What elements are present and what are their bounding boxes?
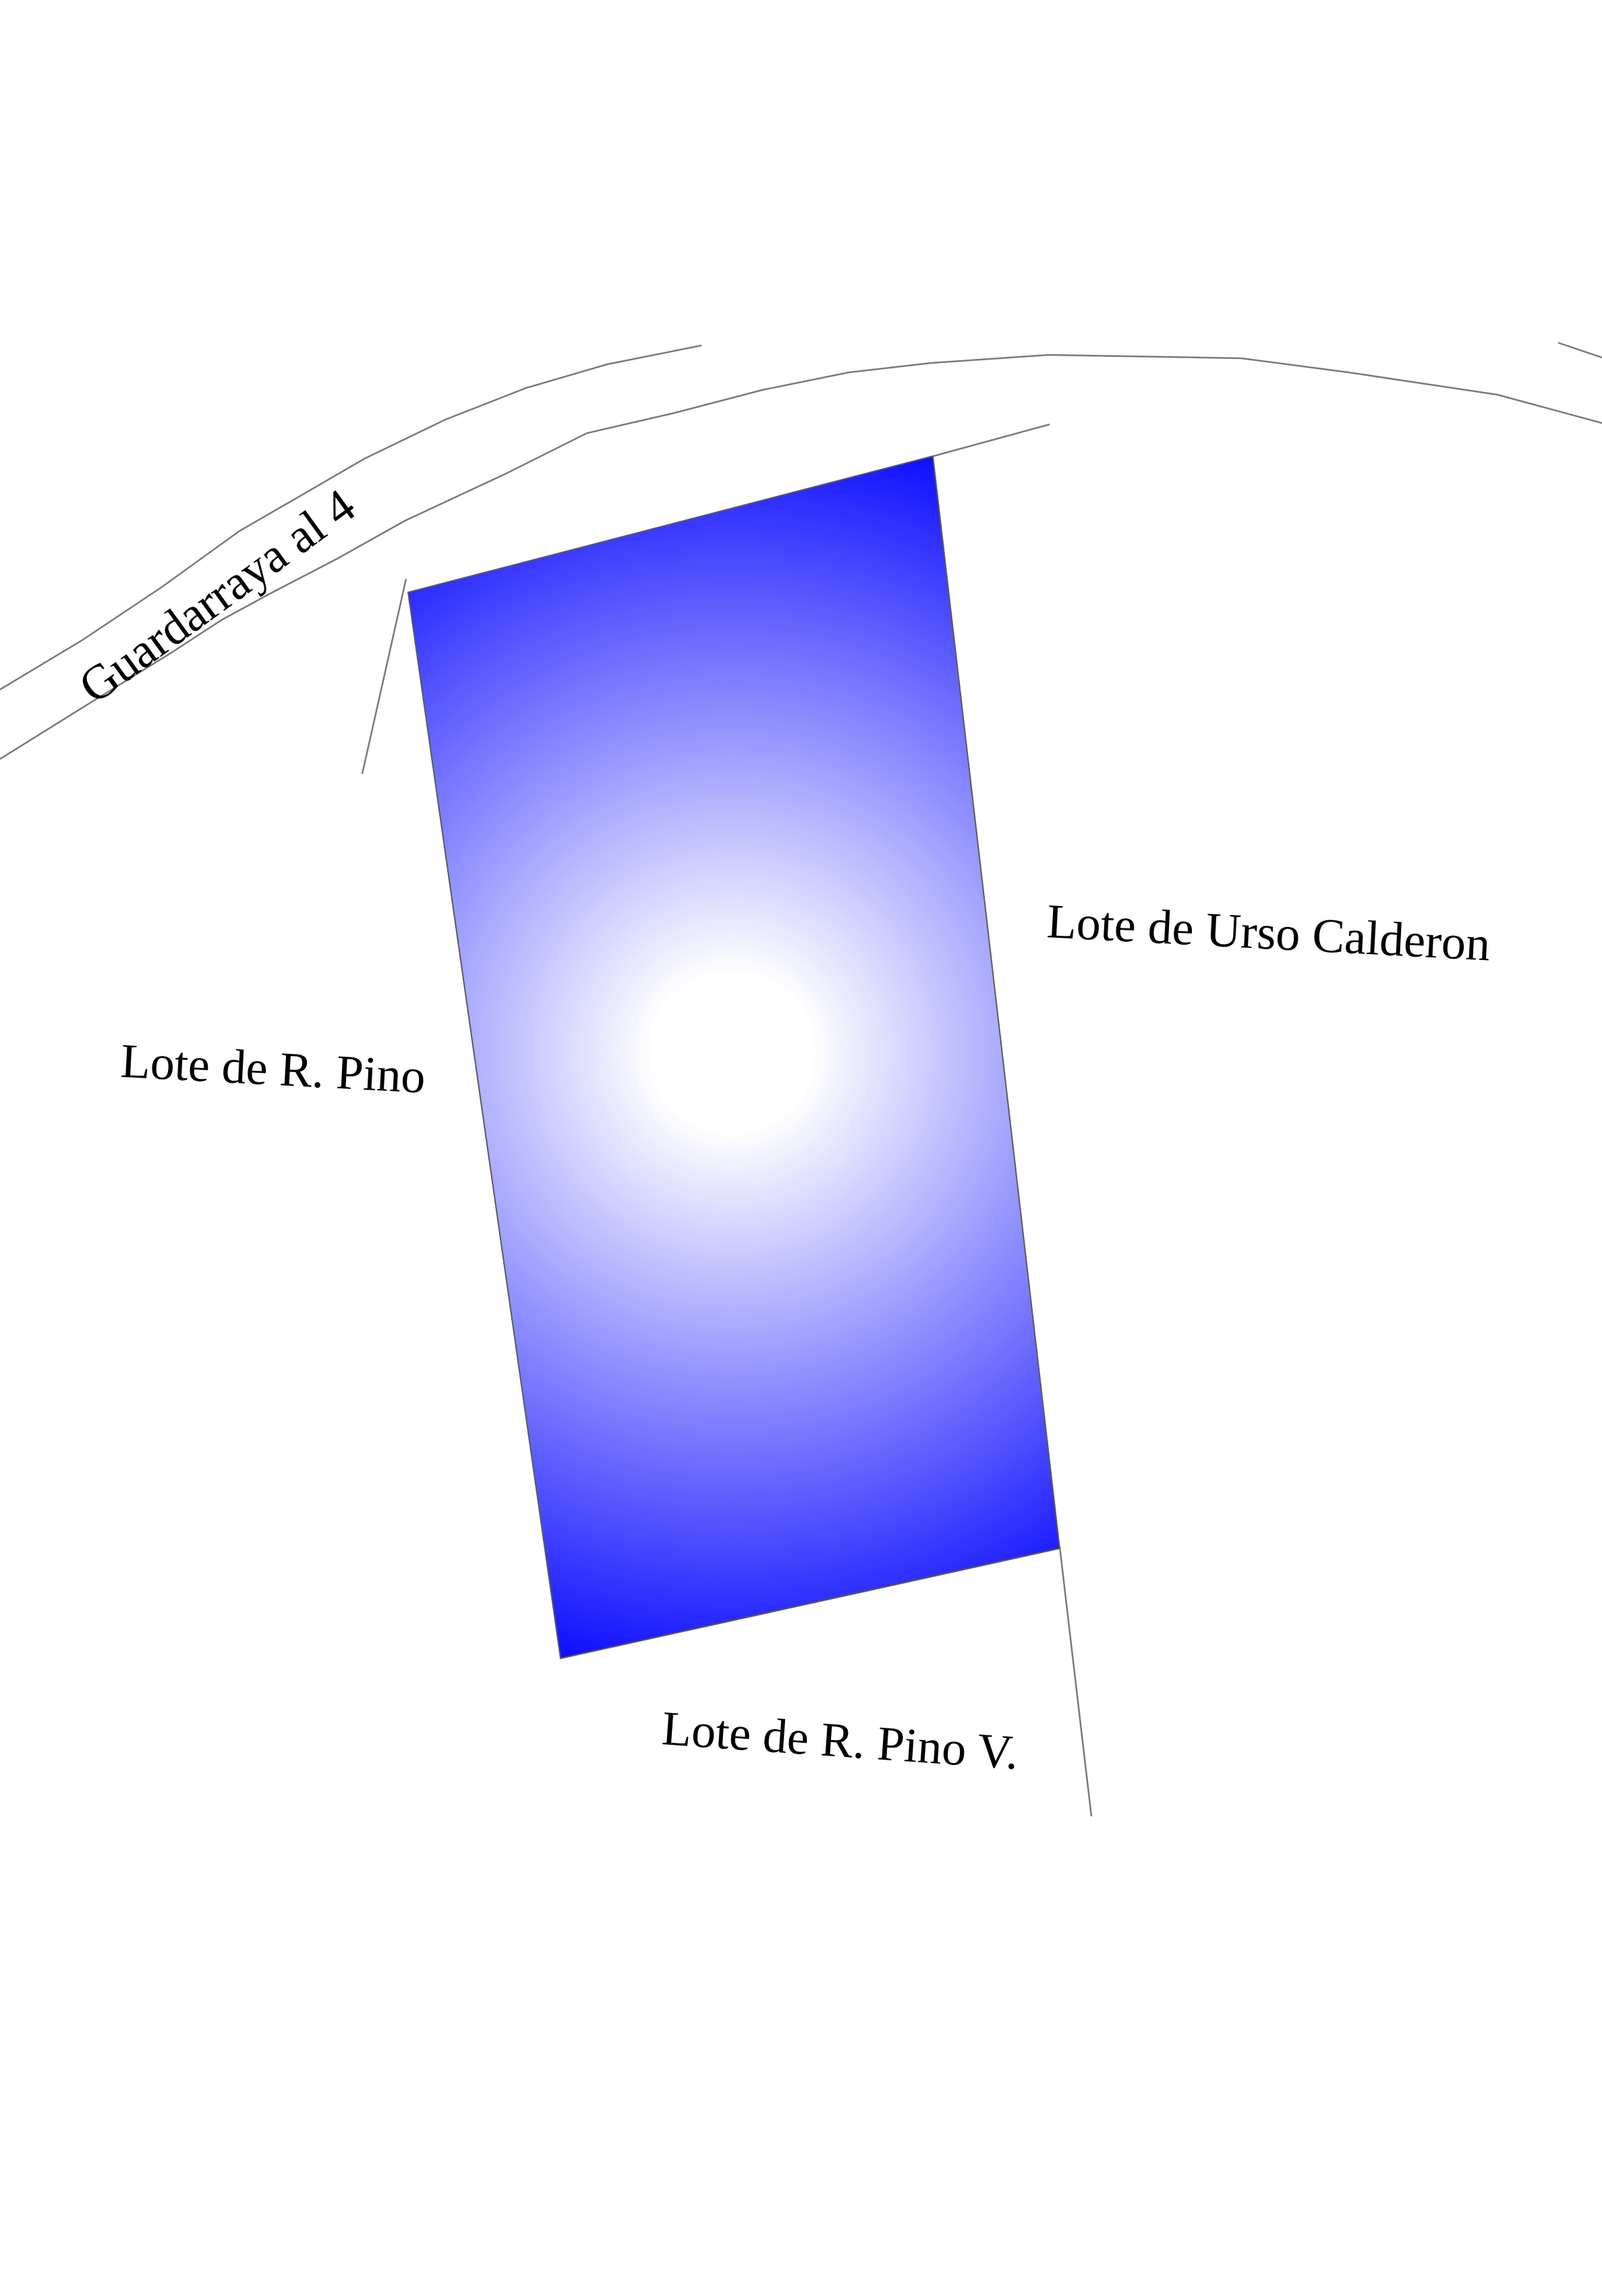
west-lot-boundary	[361, 578, 407, 775]
road-north-edge	[0, 344, 702, 691]
road-frontage-line	[933, 423, 1050, 457]
road-label: Guardarraya al 4	[69, 478, 364, 714]
road-east-stub	[1557, 341, 1602, 359]
east-lot-label: Lote de Urso Calderon	[1046, 894, 1491, 971]
road-south-edge	[0, 354, 1602, 760]
south-lot-label: Lote de R. Pino V.	[660, 1701, 1021, 1780]
west-lot-label: Lote de R. Pino	[119, 1034, 427, 1104]
surveyed-parcel	[407, 455, 1061, 1660]
south-east-lot-boundary	[1058, 1546, 1093, 1817]
